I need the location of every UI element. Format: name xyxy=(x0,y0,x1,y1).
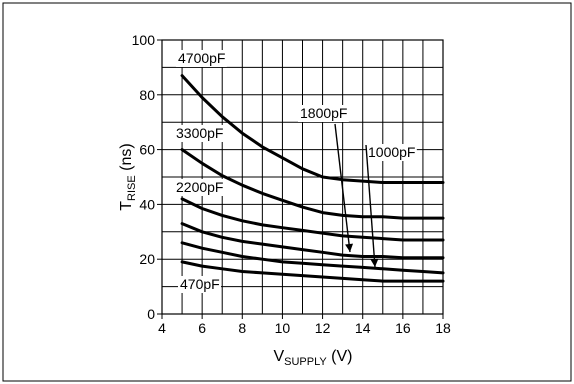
x-tick-label: 14 xyxy=(355,320,371,336)
x-tick-label: 4 xyxy=(158,320,166,336)
curve-label-bg xyxy=(366,144,417,161)
series-line-3300pf xyxy=(180,148,445,220)
annotation-arrowhead xyxy=(345,243,354,252)
x-axis-title: VSUPPLY (V) xyxy=(273,348,352,368)
x-tick-label: 18 xyxy=(435,320,451,336)
curve-label: 1000pF xyxy=(368,144,415,160)
curve-label: 3300pF xyxy=(176,125,223,141)
curve-label-bg xyxy=(176,50,227,67)
x-tick-label: 16 xyxy=(395,320,411,336)
series-layer xyxy=(180,74,445,283)
annotation-arrow-line xyxy=(334,123,351,253)
curve-label-bg xyxy=(174,179,225,196)
y-tick-label: 40 xyxy=(139,196,155,212)
y-tick-label: 60 xyxy=(139,142,155,158)
annotation-arrowhead xyxy=(370,258,379,267)
x-axis-ticks: 4 6 8 10 12 14 16 18 xyxy=(158,314,451,336)
plot-frame xyxy=(161,39,444,315)
curve-label-bg xyxy=(174,125,225,142)
curve-label: 2200pF xyxy=(176,179,223,195)
series-line-470pf xyxy=(180,260,445,283)
y-tick-label: 80 xyxy=(139,87,155,103)
series-line-4700pf xyxy=(180,74,445,184)
curve-label: 4700pF xyxy=(178,50,225,66)
y-axis-ticks: 0 20 40 60 80 100 xyxy=(132,32,162,322)
x-tick-label: 10 xyxy=(275,320,291,336)
y-tick-label: 20 xyxy=(139,251,155,267)
series-line-1000pf xyxy=(180,241,445,275)
annotation-arrow-line xyxy=(365,144,376,268)
series-line-2200pf xyxy=(180,197,445,242)
y-axis-title: TRISE (ns) xyxy=(118,143,138,210)
x-tick-label: 6 xyxy=(198,320,206,336)
series-line-1800pf xyxy=(180,222,445,260)
curve-label: 1800pF xyxy=(300,105,347,121)
curve-label-bg xyxy=(178,276,221,293)
curve-labels: 4700pF 3300pF 2200pF 1800pF 1000pF 470pF xyxy=(174,50,417,293)
y-tick-label: 100 xyxy=(132,32,156,48)
curve-label: 470pF xyxy=(180,276,220,292)
plot-area xyxy=(161,39,444,315)
curve-label-bg xyxy=(298,105,349,122)
x-tick-label: 12 xyxy=(315,320,331,336)
y-tick-label: 0 xyxy=(147,306,155,322)
x-tick-label: 8 xyxy=(238,320,246,336)
